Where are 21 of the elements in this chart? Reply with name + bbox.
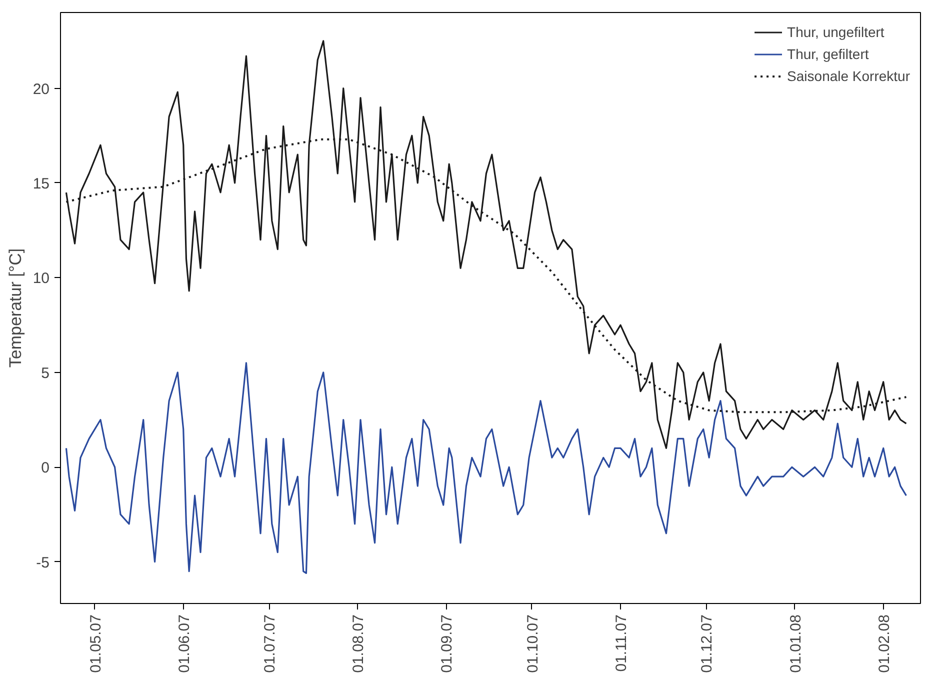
y-tick-label: 10 <box>32 270 50 288</box>
x-tick-label: 01.06.07 <box>176 614 193 673</box>
x-tick-label: 01.09.07 <box>438 614 456 673</box>
y-tick-label: 5 <box>41 364 50 382</box>
x-tick-label: 01.11.07 <box>613 614 630 672</box>
legend-label: Saisonale Korrektur <box>787 68 910 84</box>
x-tick-label: 01.02.08 <box>876 614 893 673</box>
y-tick-label: 20 <box>32 80 50 98</box>
y-tick-label: 15 <box>32 175 50 192</box>
x-tick-label: 01.12.07 <box>698 614 716 673</box>
x-tick-label: 01.05.07 <box>87 614 104 673</box>
legend-label: Thur, gefiltert <box>787 46 869 62</box>
legend-label: Thur, ungefiltert <box>787 24 884 40</box>
x-tick-label: 01.01.08 <box>787 614 804 673</box>
x-tick-label: 01.08.07 <box>350 614 368 673</box>
line-series <box>65 362 908 574</box>
y-tick-label: -5 <box>36 554 50 572</box>
x-tick-label: 01.10.07 <box>524 614 542 673</box>
y-tick-label: 0 <box>41 460 50 477</box>
y-axis-title: Temperatur [°C] <box>6 248 25 368</box>
x-tick-label: 01.07.07 <box>262 614 279 673</box>
